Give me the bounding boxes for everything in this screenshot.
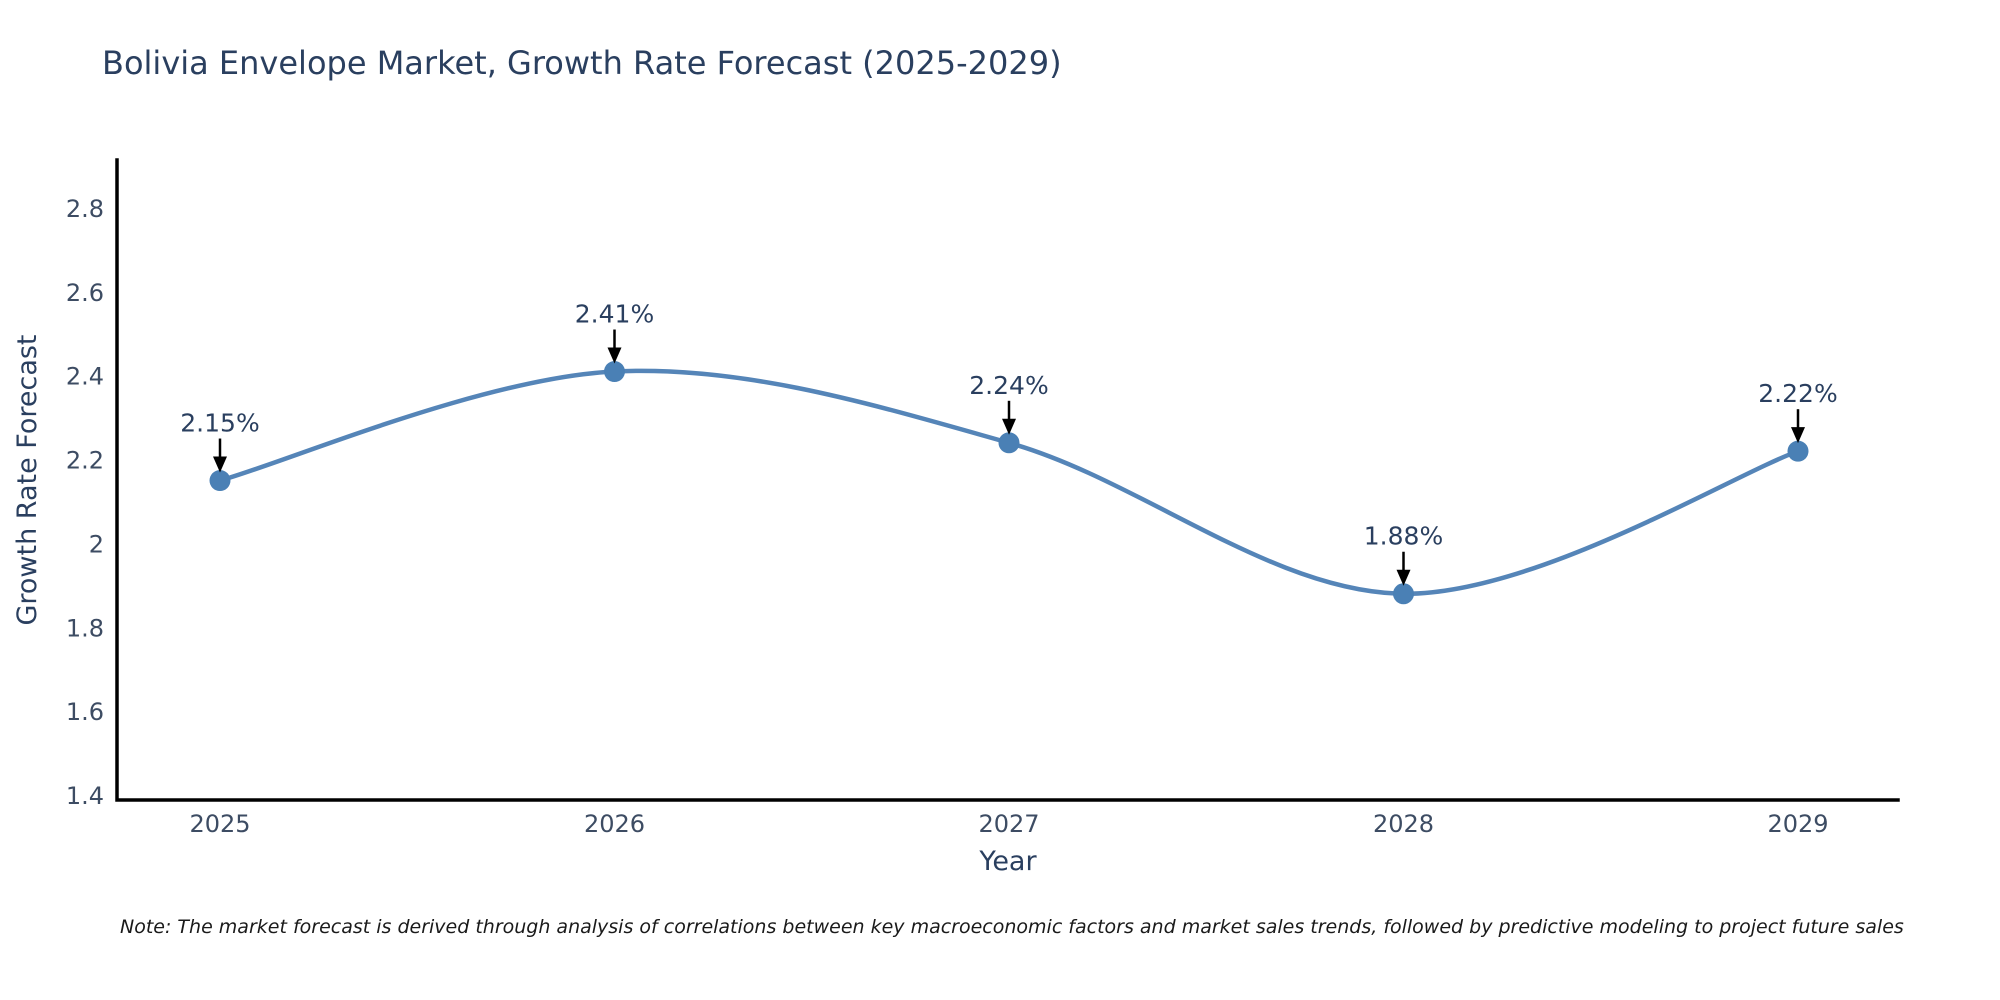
y-axis-tick-label: 2.8 [66, 195, 104, 223]
chart-title: Bolivia Envelope Market, Growth Rate For… [102, 44, 1062, 82]
data-point-marker [1393, 583, 1414, 605]
y-axis-tick-label: 1.4 [66, 782, 104, 810]
y-axis-tick-label: 2.2 [66, 447, 104, 475]
annotation-arrowhead [607, 347, 622, 364]
x-axis-tick-label: 2029 [1767, 810, 1828, 838]
annotation-arrowhead [1791, 427, 1805, 444]
x-axis-tick-label: 2027 [978, 810, 1039, 838]
annotation-arrowhead [1396, 569, 1411, 586]
y-axis-tick-label: 2.4 [66, 363, 104, 391]
axis-lines [115, 158, 1900, 802]
annotation-label: 2.41% [575, 300, 654, 329]
y-axis-tick-label: 2 [89, 530, 104, 558]
x-axis-title: Year [978, 846, 1037, 877]
x-axis-tick-label: 2026 [584, 810, 645, 838]
annotation-label: 1.88% [1364, 522, 1443, 551]
data-point-marker [1787, 440, 1809, 462]
growth-rate-line-chart: 1.4 1.6 1.8 2 2.2 2.4 2.6 2.8 2025 2026 2027 2028 20… [12, 158, 1900, 877]
y-axis-tick-label: 1.6 [66, 698, 104, 726]
annotation-label: 2.15% [180, 409, 259, 438]
data-point-marker [209, 470, 231, 492]
x-axis-tick-label: 2025 [189, 810, 250, 838]
annotation-label: 2.24% [969, 371, 1048, 400]
data-point-marker [604, 361, 625, 383]
footnote: Note: The market forecast is derived thr… [120, 916, 1904, 938]
y-axis-tick-label: 2.6 [66, 279, 104, 307]
y-axis-tick-label: 1.8 [66, 614, 104, 642]
x-axis-tick-label: 2028 [1373, 810, 1434, 838]
y-axis-title: Growth Rate Forecast [12, 334, 43, 625]
data-point-marker [998, 432, 1020, 454]
annotation-arrowhead [1002, 418, 1016, 435]
annotation-label: 2.22% [1758, 379, 1837, 408]
annotation-arrowhead [213, 456, 227, 473]
